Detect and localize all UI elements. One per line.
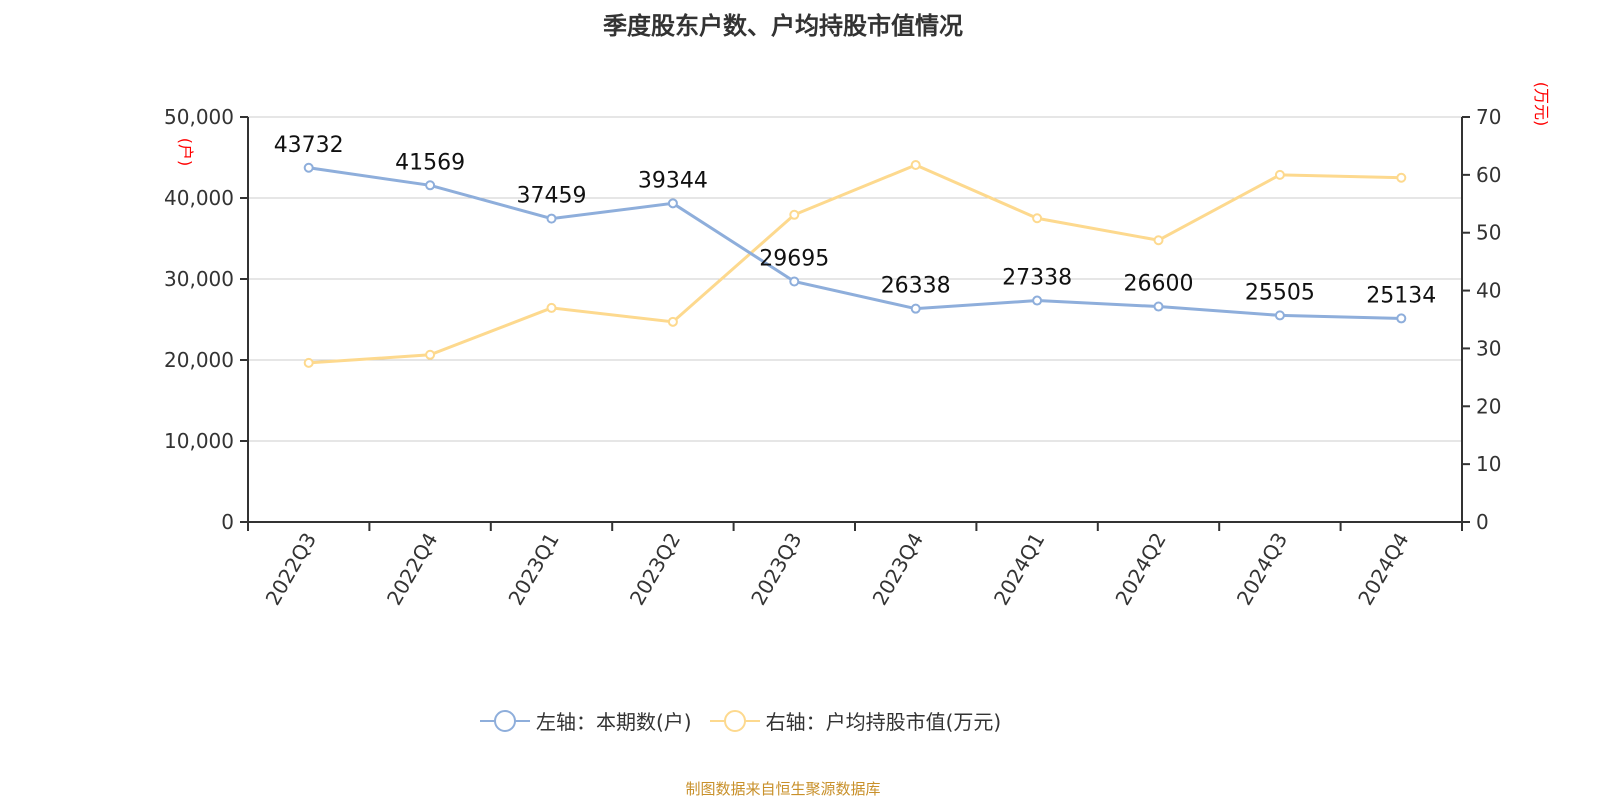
x-axis-tick-label: 2024Q4 xyxy=(1353,529,1413,610)
data-label: 39344 xyxy=(638,168,708,193)
data-point xyxy=(546,213,557,224)
x-axis-tick-label: 2024Q3 xyxy=(1232,529,1292,610)
data-point xyxy=(1032,213,1043,224)
data-point xyxy=(667,198,678,209)
legend: 左轴：本期数(户) 右轴：户均持股市值(万元) xyxy=(480,706,1019,735)
right-axis-tick-label: 50 xyxy=(1476,221,1501,245)
data-point xyxy=(789,276,800,287)
data-point xyxy=(1274,169,1285,180)
data-point xyxy=(1396,313,1407,324)
legend-item-households[interactable]: 左轴：本期数(户) xyxy=(480,706,692,735)
series-line-households xyxy=(308,166,1402,320)
data-point xyxy=(425,349,436,360)
right-axis-tick-label: 40 xyxy=(1476,279,1501,303)
data-point xyxy=(910,303,921,314)
data-point xyxy=(303,357,314,368)
data-label: 26338 xyxy=(881,274,951,299)
data-point xyxy=(1274,310,1285,321)
data-label: 26600 xyxy=(1124,272,1194,297)
left-axis-tick-label: 0 xyxy=(221,510,234,534)
left-axis-tick-label: 50,000 xyxy=(164,105,234,129)
legend-item-avg-value[interactable]: 右轴：户均持股市值(万元) xyxy=(709,706,1002,735)
x-axis-tick-label: 2022Q4 xyxy=(382,529,442,610)
chart-title: 季度股东户数、户均持股市值情况 xyxy=(603,12,963,40)
data-point xyxy=(546,302,557,313)
data-label: 27338 xyxy=(1002,266,1072,291)
data-point xyxy=(1032,295,1043,306)
x-axis-tick-label: 2023Q3 xyxy=(746,529,806,610)
data-point xyxy=(1153,301,1164,312)
right-axis-tick-label: 60 xyxy=(1476,163,1501,187)
right-axis-tick-label: 70 xyxy=(1476,105,1501,129)
right-axis-tick-label: 0 xyxy=(1476,510,1489,534)
left-axis-unit: (户) xyxy=(176,138,195,167)
data-label: 25134 xyxy=(1366,283,1436,308)
left-axis-tick-label: 30,000 xyxy=(164,267,234,291)
x-axis-tick-label: 2023Q4 xyxy=(868,529,928,610)
legend-label-households: 左轴：本期数(户) xyxy=(536,710,692,734)
data-point xyxy=(667,316,678,327)
data-label: 29695 xyxy=(759,246,829,271)
legend-marker-avg-value xyxy=(709,709,760,732)
data-label: 25505 xyxy=(1245,280,1315,305)
x-axis-tick-label: 2023Q2 xyxy=(625,529,685,610)
right-axis-tick-label: 20 xyxy=(1476,394,1501,418)
series-line-avg-value xyxy=(308,163,1402,365)
x-axis-tick-label: 2022Q3 xyxy=(261,529,321,610)
data-point xyxy=(303,162,314,173)
data-point xyxy=(910,160,921,171)
data-point xyxy=(789,209,800,220)
data-point xyxy=(1396,172,1407,183)
right-axis-unit: (万元) xyxy=(1532,82,1551,127)
right-axis-tick-label: 10 xyxy=(1476,452,1501,476)
source-note: 制图数据来自恒生聚源数据库 xyxy=(685,780,881,798)
data-label: 43732 xyxy=(274,133,344,158)
x-axis-tick-label: 2024Q2 xyxy=(1110,529,1170,610)
data-label: 37459 xyxy=(517,184,587,209)
right-axis-tick-label: 30 xyxy=(1476,336,1501,360)
legend-marker-households xyxy=(480,709,530,732)
left-axis-tick-label: 10,000 xyxy=(164,429,234,453)
x-axis-tick-label: 2023Q1 xyxy=(503,529,563,610)
legend-label-avg-value: 右轴：户均持股市值(万元) xyxy=(765,710,1002,734)
data-point xyxy=(425,180,436,191)
left-axis-tick-label: 40,000 xyxy=(164,186,234,210)
x-axis-tick-label: 2024Q1 xyxy=(989,529,1049,610)
data-label: 41569 xyxy=(395,150,465,175)
left-axis-tick-label: 20,000 xyxy=(164,348,234,372)
data-point xyxy=(1153,235,1164,246)
